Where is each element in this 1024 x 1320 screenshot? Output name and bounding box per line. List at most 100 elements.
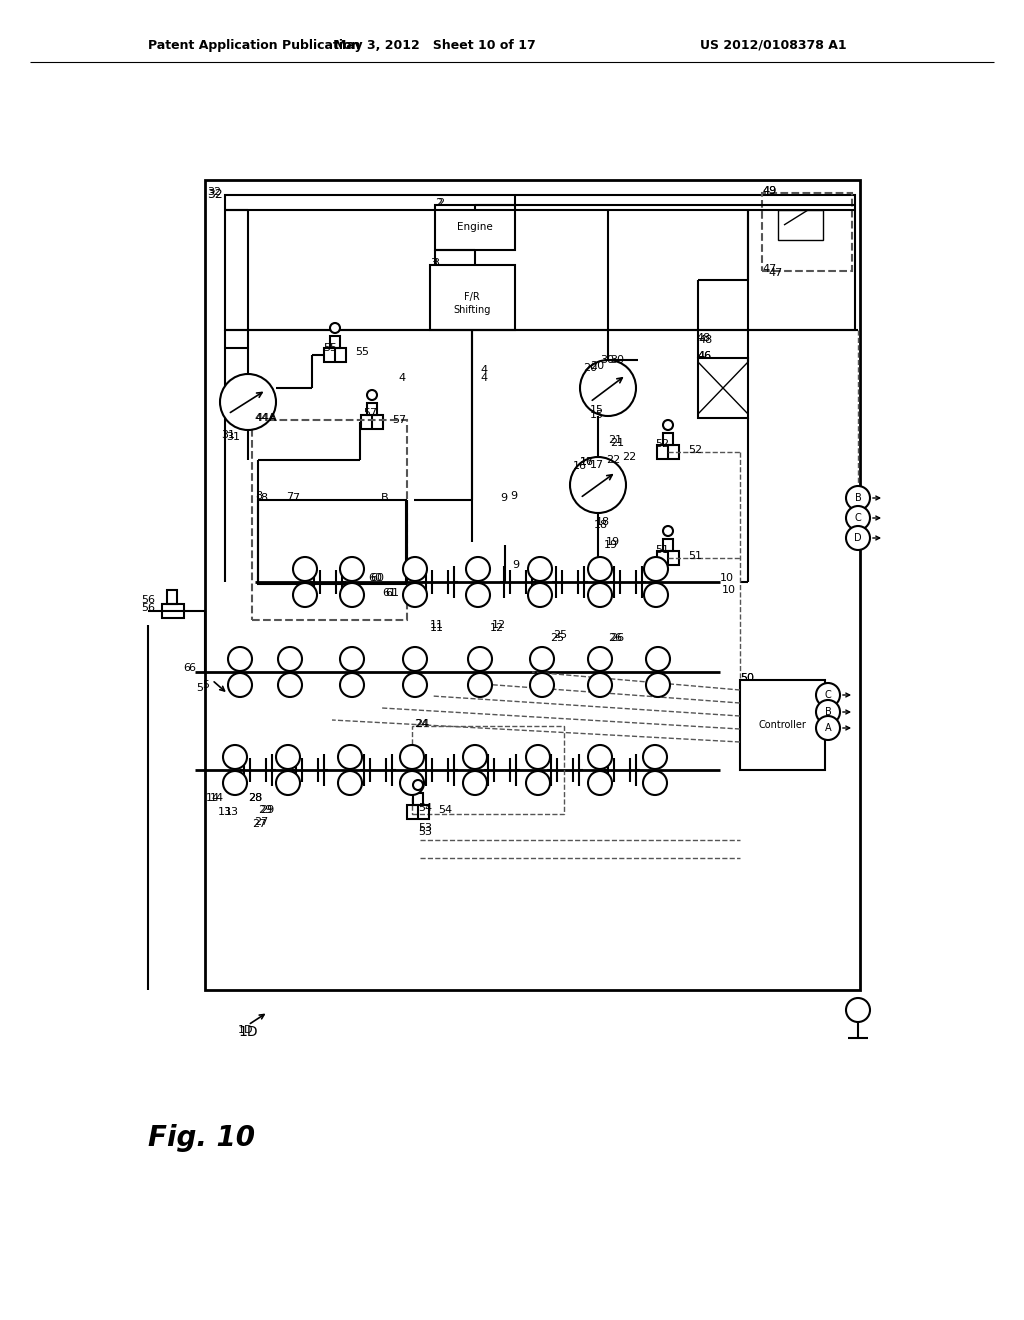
Text: 26: 26: [610, 634, 624, 643]
Circle shape: [340, 673, 364, 697]
Text: May 3, 2012   Sheet 10 of 17: May 3, 2012 Sheet 10 of 17: [334, 38, 536, 51]
Text: 13: 13: [225, 807, 239, 817]
Text: B: B: [824, 708, 831, 717]
Text: 49: 49: [762, 186, 776, 195]
Circle shape: [228, 647, 252, 671]
Circle shape: [588, 744, 612, 770]
Text: 24: 24: [414, 719, 428, 729]
Text: 26: 26: [608, 634, 623, 643]
Bar: [258, 500, 406, 583]
Text: 55: 55: [323, 343, 337, 352]
Circle shape: [293, 583, 317, 607]
Text: 57: 57: [392, 414, 407, 425]
Circle shape: [276, 771, 300, 795]
Text: 29: 29: [258, 805, 272, 814]
Text: 11: 11: [430, 623, 444, 634]
Text: 25: 25: [550, 634, 564, 643]
Text: 19: 19: [604, 540, 618, 550]
Text: 4: 4: [480, 366, 487, 375]
Text: 50: 50: [740, 673, 754, 682]
Circle shape: [400, 744, 424, 770]
Text: 61: 61: [382, 587, 396, 598]
Text: A: A: [824, 723, 831, 733]
Text: 14: 14: [206, 793, 220, 803]
Circle shape: [468, 673, 492, 697]
Circle shape: [276, 744, 300, 770]
Bar: [657, 445, 679, 459]
Text: 12: 12: [492, 620, 506, 630]
Circle shape: [466, 583, 490, 607]
Bar: [367, 403, 377, 414]
Text: 29: 29: [260, 805, 274, 814]
Text: 27: 27: [254, 817, 268, 828]
Circle shape: [530, 647, 554, 671]
Text: 44A: 44A: [254, 413, 275, 422]
Text: 60: 60: [370, 573, 384, 583]
Text: B: B: [381, 492, 389, 503]
Text: 46: 46: [697, 351, 711, 360]
Circle shape: [846, 525, 870, 550]
Circle shape: [526, 744, 550, 770]
Text: 14: 14: [210, 793, 224, 803]
Text: 9: 9: [500, 492, 507, 503]
Text: 24: 24: [415, 719, 429, 729]
Bar: [330, 337, 340, 348]
Circle shape: [646, 673, 670, 697]
Circle shape: [526, 771, 550, 795]
Text: F/R: F/R: [464, 292, 480, 302]
Text: 48: 48: [696, 333, 711, 343]
Text: Patent Application Publication: Patent Application Publication: [148, 38, 360, 51]
Text: 2: 2: [435, 198, 442, 209]
Text: C: C: [855, 513, 861, 523]
Bar: [412, 726, 564, 814]
Circle shape: [530, 673, 554, 697]
Circle shape: [580, 360, 636, 416]
Circle shape: [403, 647, 427, 671]
Bar: [162, 605, 184, 618]
Text: 20: 20: [583, 363, 597, 374]
Text: 17: 17: [590, 459, 604, 470]
Circle shape: [588, 673, 612, 697]
Text: 54: 54: [418, 803, 432, 813]
Text: 53: 53: [418, 822, 432, 833]
Text: 21: 21: [610, 438, 624, 447]
Text: 4: 4: [480, 374, 487, 383]
Bar: [657, 550, 679, 565]
Text: 3: 3: [432, 257, 439, 268]
Text: 12: 12: [490, 623, 504, 634]
Text: D: D: [854, 533, 862, 543]
Circle shape: [468, 647, 492, 671]
Text: 32: 32: [207, 189, 223, 202]
Text: 25: 25: [553, 630, 567, 640]
Text: 22: 22: [622, 451, 636, 462]
Circle shape: [846, 998, 870, 1022]
Text: 10: 10: [722, 585, 736, 595]
Text: 9: 9: [512, 560, 519, 570]
Circle shape: [330, 323, 340, 333]
Bar: [413, 793, 423, 805]
Text: 13: 13: [218, 807, 232, 817]
Circle shape: [588, 771, 612, 795]
Bar: [252, 420, 407, 620]
Text: 61: 61: [385, 587, 399, 598]
Text: 16: 16: [573, 461, 587, 471]
Circle shape: [588, 557, 612, 581]
Text: US 2012/0108378 A1: US 2012/0108378 A1: [700, 38, 847, 51]
Text: 30: 30: [600, 355, 614, 366]
Circle shape: [643, 744, 667, 770]
Text: 30: 30: [610, 355, 624, 366]
Bar: [167, 590, 177, 605]
Circle shape: [220, 374, 276, 430]
Text: 5: 5: [197, 682, 204, 693]
Text: 22: 22: [606, 455, 620, 465]
Text: 31: 31: [221, 430, 234, 440]
Text: 6: 6: [183, 663, 190, 673]
Circle shape: [340, 583, 364, 607]
Circle shape: [403, 673, 427, 697]
Text: 55: 55: [355, 347, 369, 356]
Text: 28: 28: [248, 793, 262, 803]
Circle shape: [644, 583, 668, 607]
Text: 20: 20: [590, 360, 604, 371]
Text: 4: 4: [398, 374, 406, 383]
Circle shape: [278, 673, 302, 697]
